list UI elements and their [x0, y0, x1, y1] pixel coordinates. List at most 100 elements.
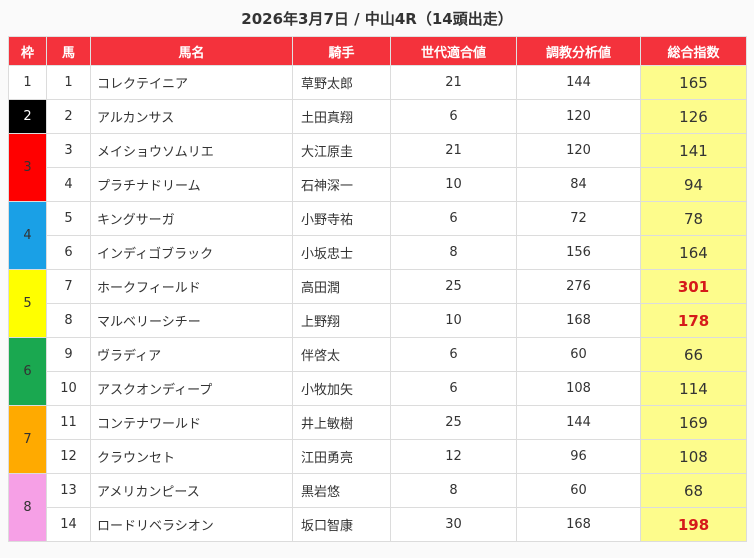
total-index-cell: 114 [640, 371, 747, 406]
header-uma: 馬 [46, 36, 91, 66]
waku-cell: 1 [8, 65, 47, 100]
waku-cell: 8 [8, 473, 47, 542]
generation-fit-cell: 21 [390, 133, 517, 168]
total-index-cell: 68 [640, 473, 747, 508]
horse-name-cell: マルベリーシチー [90, 303, 293, 338]
table-row: 10 アスクオンディープ 小牧加矢 6 108 114 [9, 371, 747, 406]
total-index-cell: 178 [640, 303, 747, 338]
horse-number-cell: 11 [46, 405, 91, 440]
training-analysis-cell: 276 [516, 269, 641, 304]
jockey-cell: 大江原圭 [292, 133, 391, 168]
training-analysis-cell: 156 [516, 235, 641, 270]
waku-cell: 4 [8, 201, 47, 270]
header-training-analysis: 調教分析値 [516, 36, 641, 66]
table-row: 14 ロードリベラシオン 坂口智康 30 168 198 [9, 507, 747, 542]
horse-name-cell: ホークフィールド [90, 269, 293, 304]
generation-fit-cell: 6 [390, 337, 517, 372]
horse-number-cell: 13 [46, 473, 91, 508]
waku-cell: 5 [8, 269, 47, 338]
generation-fit-cell: 6 [390, 201, 517, 236]
total-index-cell: 301 [640, 269, 747, 304]
training-analysis-cell: 72 [516, 201, 641, 236]
waku-cell: 6 [8, 337, 47, 406]
header-total-index: 総合指数 [640, 36, 747, 66]
training-analysis-cell: 84 [516, 167, 641, 202]
generation-fit-cell: 8 [390, 473, 517, 508]
table-header-row: 枠 馬 馬名 騎手 世代適合値 調教分析値 総合指数 [8, 36, 747, 66]
horse-name-cell: ロードリベラシオン [90, 507, 293, 542]
horse-name-cell: コンテナワールド [90, 405, 293, 440]
horse-number-cell: 4 [46, 167, 91, 202]
generation-fit-cell: 25 [390, 405, 517, 440]
jockey-cell: 高田潤 [292, 269, 391, 304]
total-index-cell: 164 [640, 235, 747, 270]
total-index-cell: 78 [640, 201, 747, 236]
jockey-cell: 小野寺祐 [292, 201, 391, 236]
jockey-cell: 草野太郎 [292, 65, 391, 100]
generation-fit-cell: 30 [390, 507, 517, 542]
table-row: 1 1 コレクテイニア 草野太郎 21 144 165 [8, 65, 747, 100]
table-row: 12 クラウンセト 江田勇亮 12 96 108 [9, 439, 747, 474]
jockey-cell: 小坂忠士 [292, 235, 391, 270]
training-analysis-cell: 144 [516, 405, 641, 440]
horse-number-cell: 7 [46, 269, 91, 304]
table-body: 1 1 コレクテイニア 草野太郎 21 144 165 2 2 アルカンサス 土田真翔 6 120 126… [8, 65, 747, 542]
horse-number-cell: 1 [46, 65, 91, 100]
race-index-table: 枠 馬 馬名 騎手 世代適合値 調教分析値 総合指数 1 1 コレクテイニア 草野太郎… [8, 36, 747, 542]
total-index-cell: 108 [640, 439, 747, 474]
horse-name-cell: キングサーガ [90, 201, 293, 236]
total-index-cell: 198 [640, 507, 747, 542]
page-title: 2026年3月7日 / 中山4R（14頭出走） [241, 10, 513, 28]
header-generation-fit: 世代適合値 [390, 36, 517, 66]
training-analysis-cell: 168 [516, 507, 641, 542]
horse-number-cell: 5 [46, 201, 91, 236]
horse-number-cell: 8 [46, 303, 91, 338]
jockey-cell: 伴啓太 [292, 337, 391, 372]
table-row: 8 13 アメリカンピース 黒岩悠 8 60 68 [8, 473, 747, 542]
training-analysis-cell: 120 [516, 133, 641, 168]
training-analysis-cell: 60 [516, 337, 641, 372]
header-waku: 枠 [8, 36, 47, 66]
jockey-cell: 黒岩悠 [292, 473, 391, 508]
jockey-cell: 江田勇亮 [292, 439, 391, 474]
total-index-cell: 66 [640, 337, 747, 372]
training-analysis-cell: 144 [516, 65, 641, 100]
jockey-cell: 井上敏樹 [292, 405, 391, 440]
total-index-cell: 126 [640, 99, 747, 134]
horse-name-cell: アメリカンピース [90, 473, 293, 508]
training-analysis-cell: 96 [516, 439, 641, 474]
generation-fit-cell: 6 [390, 371, 517, 406]
table-row: 8 マルベリーシチー 上野翔 10 168 178 [9, 303, 747, 338]
waku-cell: 3 [8, 133, 47, 202]
training-analysis-cell: 60 [516, 473, 641, 508]
horse-number-cell: 9 [46, 337, 91, 372]
generation-fit-cell: 8 [390, 235, 517, 270]
table-row: 3 3 メイショウソムリエ 大江原圭 21 120 141 [8, 133, 747, 202]
horse-name-cell: アルカンサス [90, 99, 293, 134]
horse-number-cell: 6 [46, 235, 91, 270]
jockey-cell: 土田真翔 [292, 99, 391, 134]
total-index-cell: 169 [640, 405, 747, 440]
table-row: 7 11 コンテナワールド 井上敏樹 25 144 169 [8, 405, 747, 474]
total-index-cell: 165 [640, 65, 747, 100]
horse-name-cell: メイショウソムリエ [90, 133, 293, 168]
horse-number-cell: 14 [46, 507, 91, 542]
table-row: 5 7 ホークフィールド 高田潤 25 276 301 [8, 269, 747, 338]
training-analysis-cell: 168 [516, 303, 641, 338]
horse-name-cell: アスクオンディープ [90, 371, 293, 406]
table-row: 4 5 キングサーガ 小野寺祐 6 72 78 [8, 201, 747, 270]
horse-number-cell: 3 [46, 133, 91, 168]
jockey-cell: 上野翔 [292, 303, 391, 338]
generation-fit-cell: 21 [390, 65, 517, 100]
total-index-cell: 141 [640, 133, 747, 168]
waku-cell: 2 [8, 99, 47, 134]
training-analysis-cell: 108 [516, 371, 641, 406]
header-jockey: 騎手 [292, 36, 391, 66]
horse-name-cell: プラチナドリーム [90, 167, 293, 202]
jockey-cell: 石神深一 [292, 167, 391, 202]
horse-name-cell: クラウンセト [90, 439, 293, 474]
generation-fit-cell: 12 [390, 439, 517, 474]
horse-name-cell: インディゴブラック [90, 235, 293, 270]
horse-number-cell: 12 [46, 439, 91, 474]
table-row: 4 プラチナドリーム 石神深一 10 84 94 [9, 167, 747, 202]
